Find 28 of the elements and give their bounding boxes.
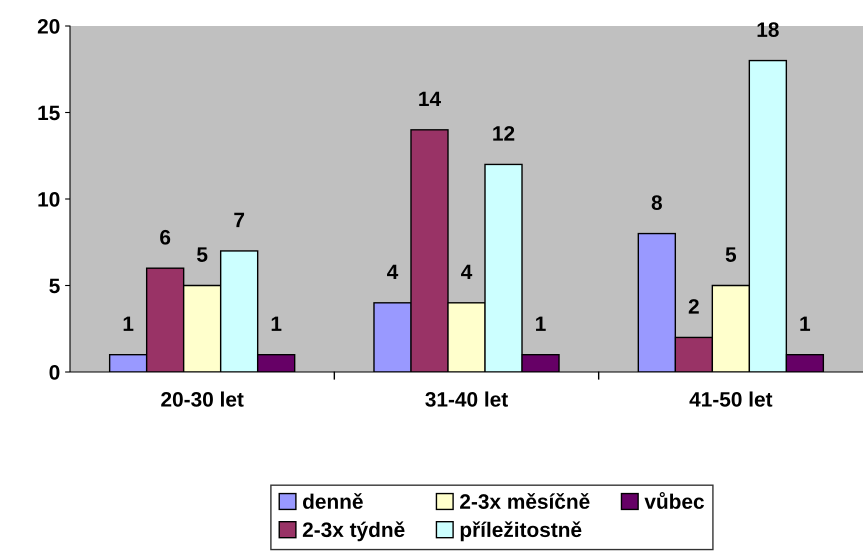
x-tick-label: 31-40 let [425, 391, 508, 407]
data-label: 1 [272, 316, 282, 331]
x-tick-label: 41-50 let [689, 391, 772, 407]
legend-label: příležitostně [460, 521, 582, 542]
x-tick-label: 20-30 let [161, 391, 244, 407]
data-label: 1 [800, 316, 810, 331]
data-label: 18 [758, 22, 779, 38]
data-label: 1 [124, 316, 134, 331]
legend-label: vůbec [644, 492, 704, 509]
data-label: 4 [387, 264, 398, 280]
data-label: 2 [688, 299, 699, 314]
y-tick-label: 5 [49, 278, 60, 294]
data-label: 14 [419, 92, 441, 106]
y-tick-label: 15 [38, 106, 60, 120]
data-label: 8 [652, 195, 662, 210]
data-label: 6 [160, 230, 170, 245]
legend-label: 2-3x měsíčně [460, 493, 590, 509]
data-label: 5 [197, 247, 208, 262]
y-tick-label: 10 [38, 192, 60, 207]
data-label: 7 [234, 212, 244, 228]
data-label: 1 [536, 316, 546, 331]
data-label: 5 [726, 247, 736, 262]
data-label: 4 [461, 264, 472, 280]
legend-label: denně [303, 493, 363, 509]
y-tick-label: 0 [50, 365, 60, 380]
legend-label: 2-3x týdně [302, 521, 404, 542]
data-label: 12 [493, 126, 514, 141]
y-tick-label: 20 [38, 19, 60, 34]
